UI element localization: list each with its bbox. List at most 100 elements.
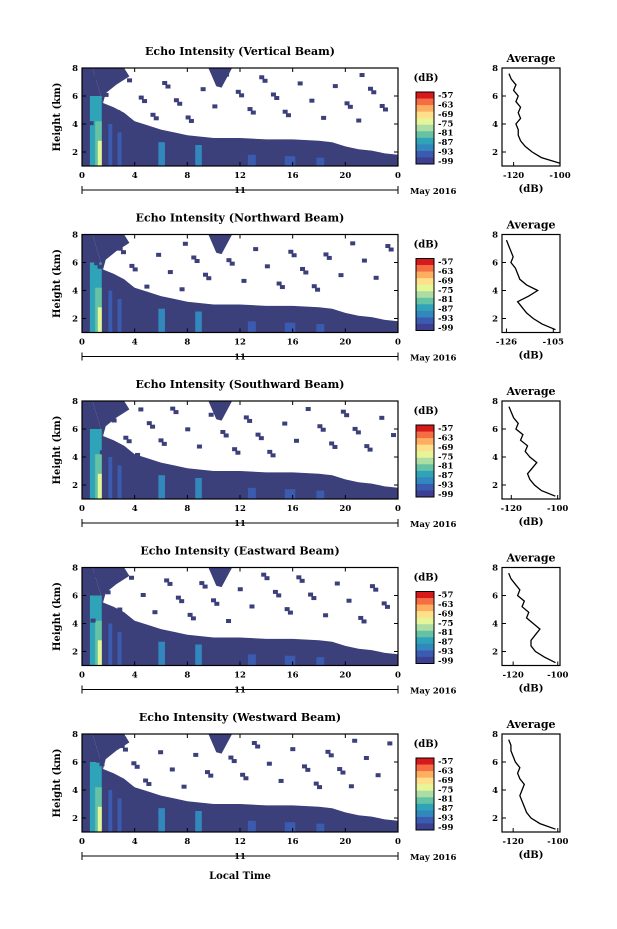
echo-cell (381, 601, 387, 606)
echo-cell (262, 78, 268, 83)
echo-cell (303, 270, 309, 275)
local-time-label: Local Time (209, 871, 271, 882)
colorbar-swatch (416, 124, 434, 132)
echo-cell (179, 599, 185, 604)
colorbar-tick-label: -81 (438, 795, 453, 805)
colorbar-swatch (416, 144, 434, 152)
profile-y-tick-label: 6 (492, 425, 498, 435)
echo-cell (352, 738, 358, 743)
echo-cell (363, 755, 369, 760)
echo-cell (206, 276, 212, 281)
echo-cell (224, 72, 230, 77)
echo-cell (350, 241, 356, 246)
colorbar-swatch (416, 483, 434, 491)
echo-column (247, 820, 256, 832)
panel-title: Echo Intensity (Vertical Beam) (145, 45, 335, 58)
x-tick-label: 0 (395, 671, 401, 681)
echo-cell (375, 773, 381, 778)
echo-cell (111, 418, 117, 423)
colorbar-swatch (416, 771, 434, 779)
echo-cell (219, 741, 225, 746)
x-tick-label: 12 (234, 171, 246, 181)
echo-cell (122, 747, 128, 752)
colorbar-swatch (416, 637, 434, 645)
echo-column (158, 308, 165, 333)
echo-cell (237, 587, 243, 592)
y-tick-label: 8 (72, 397, 78, 407)
echo-cell (332, 84, 338, 89)
colorbar-swatch (416, 284, 434, 292)
profile-x-label: (dB) (519, 351, 544, 362)
colorbar-tick-label: -69 (438, 443, 453, 453)
panel-title: Echo Intensity (Westward Beam) (139, 711, 341, 724)
echo-column (97, 140, 102, 166)
colorbar-frame (415, 591, 435, 664)
echo-cell (220, 429, 226, 434)
colorbar-swatch (416, 291, 434, 299)
profile-title: Average (505, 718, 555, 731)
echo-cell (158, 750, 164, 755)
echo-cell (96, 758, 102, 763)
echo-cell (282, 109, 288, 114)
echo-cell (170, 406, 176, 411)
echo-cell (317, 424, 323, 429)
echo-cell (88, 121, 94, 126)
echo-cell (214, 601, 220, 606)
echo-cell (191, 255, 197, 260)
echo-layer (82, 567, 398, 666)
profile-line (508, 739, 556, 830)
colorbar-tick-label: -69 (438, 110, 453, 120)
profile-x-tick-label: -100 (547, 671, 568, 681)
echo-cell (129, 263, 135, 268)
echo-cell (255, 432, 261, 437)
colorbar-swatch (416, 650, 434, 658)
echo-cell (111, 779, 117, 784)
colorbar-swatch (416, 803, 434, 811)
echo-cell (326, 255, 332, 260)
day-label: 11 (234, 519, 246, 529)
y-tick-label: 4 (72, 620, 78, 630)
echo-cell (270, 92, 276, 97)
colorbar-swatch (416, 797, 434, 805)
y-tick-label: 8 (72, 64, 78, 74)
y-tick-label: 8 (72, 231, 78, 241)
colorbar-tick-label: -87 (438, 305, 453, 315)
y-tick-label: 2 (72, 148, 78, 158)
colorbar-swatch (416, 764, 434, 772)
echo-cell (173, 410, 179, 415)
echo-cell (264, 264, 270, 269)
echo-cell (188, 118, 194, 123)
x-tick-label: 8 (184, 338, 190, 348)
echo-cell (218, 244, 224, 249)
echo-cell (175, 595, 181, 600)
x-tick-label: 16 (287, 671, 299, 681)
echo-patch (92, 234, 130, 270)
echo-cell (138, 407, 144, 412)
echo-cell (107, 775, 113, 780)
echo-column (117, 798, 122, 832)
x-tick-label: 0 (395, 338, 401, 348)
y-axis-label: Height (km) (52, 83, 63, 152)
echo-cell (290, 747, 296, 752)
colorbar-swatch (416, 790, 434, 798)
echo-cell (97, 264, 103, 269)
profile-y-tick-label: 8 (492, 730, 498, 740)
y-tick-label: 4 (72, 786, 78, 796)
echo-cell (208, 773, 214, 778)
echo-column (284, 822, 296, 832)
colorbar-unit: (dB) (414, 573, 439, 584)
echo-cell (117, 607, 123, 612)
y-axis-label: Height (km) (52, 249, 63, 318)
echo-v-patch (208, 567, 233, 588)
profile-y-tick-label: 2 (492, 481, 498, 491)
colorbar-swatch (416, 784, 434, 792)
profile-x-tick-label: -126 (496, 338, 517, 348)
colorbar-swatch (416, 810, 434, 818)
colorbar-tick-label: -75 (438, 119, 453, 129)
colorbar-tick-label: -75 (438, 785, 453, 795)
profile-x-tick-label: -100 (547, 504, 568, 514)
colorbar-frame (415, 757, 435, 831)
colorbar-unit: (dB) (414, 406, 439, 417)
echo-cell (203, 272, 209, 277)
echo-cell (105, 590, 111, 595)
